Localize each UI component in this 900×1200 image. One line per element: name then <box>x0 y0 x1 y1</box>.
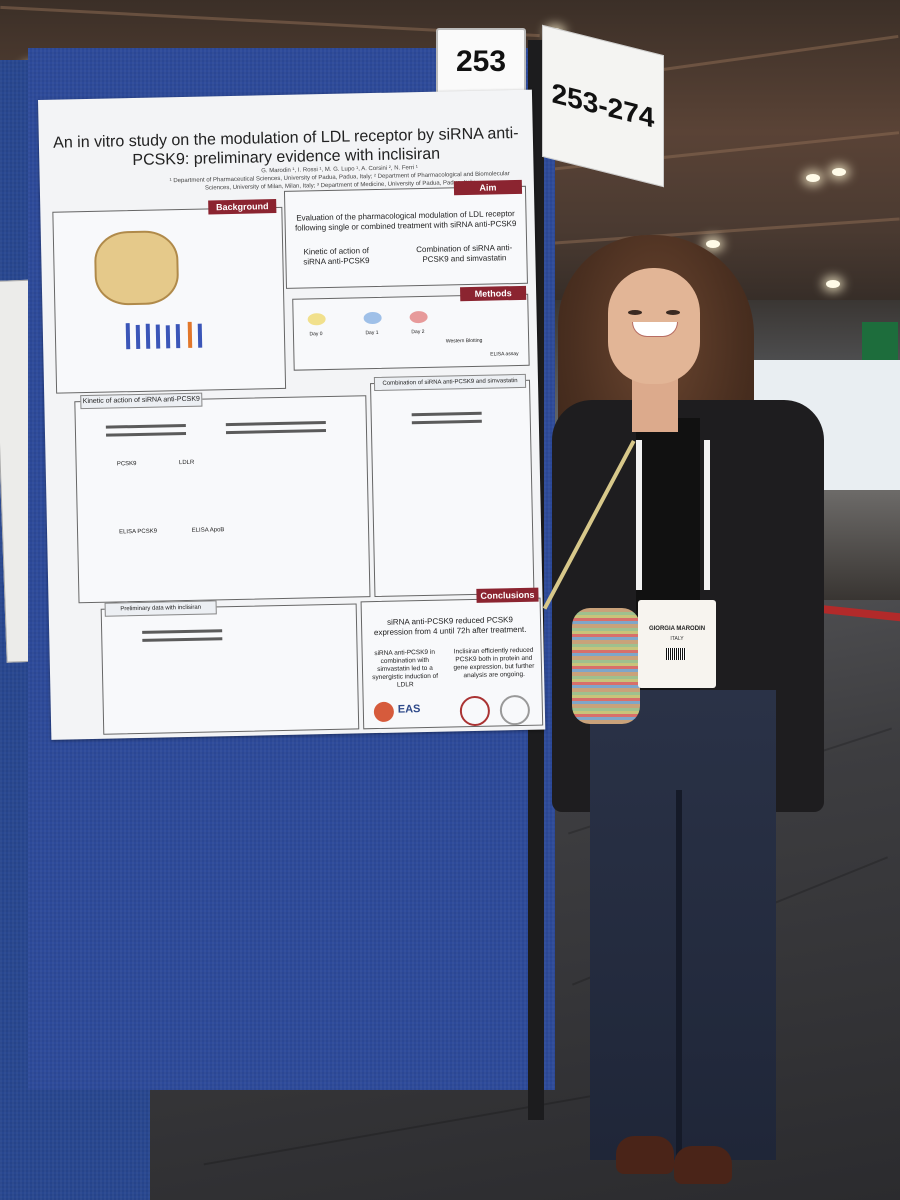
lanyard <box>636 440 710 590</box>
eas-logo-text: EAS <box>397 703 421 716</box>
kinetic-elisa-apob-label: ELISA ApoB <box>191 527 225 534</box>
second-seal <box>499 694 531 726</box>
method-day-1: Day 1 <box>365 329 379 337</box>
eas-logo-mark <box>373 701 395 723</box>
badge-barcode <box>666 648 686 660</box>
method-day-2: Day 2 <box>411 328 425 336</box>
exit-sign <box>862 322 898 360</box>
inclisiran-panel <box>100 603 360 735</box>
badge-country: ITALY <box>670 636 684 642</box>
crochet-bag <box>572 608 640 724</box>
right-shoe <box>674 1146 732 1184</box>
conclusions-panel: siRNA anti-PCSK9 reduced PCSK9 expressio… <box>360 597 544 730</box>
conclusion-1: siRNA anti-PCSK9 reduced PCSK9 expressio… <box>373 615 527 638</box>
kinetic-header: Kinetic of action of siRNA anti-PCSK9 <box>80 392 203 410</box>
method-day-0: Day 0 <box>309 331 323 338</box>
kinetic-panel: PCSK9 LDLR ELISA PCSK9 ELISA ApoB <box>74 395 371 604</box>
left-eye <box>628 310 642 315</box>
background-header: Background <box>208 199 277 215</box>
background-bar-chart <box>125 317 213 350</box>
badge-name: GIORGIA MARODIN <box>648 626 706 632</box>
aim-panel: Evaluation of the pharmacological modula… <box>283 185 528 289</box>
method-elisa: ELISA assay <box>490 350 519 358</box>
aim-header: Aim <box>453 179 523 196</box>
university-seal <box>459 695 491 727</box>
scientific-poster: An in vitro study on the modulation of L… <box>38 89 546 740</box>
inclisiran-header: Preliminary data with inclisiran <box>104 600 217 617</box>
kinetic-ldlr-label: LDLR <box>178 459 195 467</box>
methods-header: Methods <box>460 285 527 302</box>
conclusion-3: Inclisiran efficiently reduced PCSK9 bot… <box>453 646 535 680</box>
name-badge: GIORGIA MARODIN ITALY <box>638 600 716 688</box>
person-jeans <box>590 690 776 1160</box>
aim-text: Evaluation of the pharmacological modula… <box>294 209 517 233</box>
aim-right: Combination of siRNA anti-PCSK9 and simv… <box>416 243 513 264</box>
jeans-leg-gap <box>676 790 682 1160</box>
liver-cell-diagram <box>93 230 180 306</box>
right-eye <box>666 310 680 315</box>
kinetic-elisa-pcsk9-label: ELISA PCSK9 <box>118 528 158 536</box>
conclusion-2: siRNA anti-PCSK9 in combination with sim… <box>372 648 439 689</box>
background-panel <box>52 206 287 394</box>
aim-left: Kinetic of action of siRNA anti-PCSK9 <box>303 246 370 267</box>
board-number-sign: 253 <box>436 28 526 96</box>
kinetic-pcsk9-label: PCSK9 <box>116 461 137 468</box>
left-shoe <box>616 1136 674 1174</box>
conclusions-header: Conclusions <box>476 587 539 603</box>
method-western: Western Blotting <box>445 337 483 345</box>
combination-panel <box>370 379 535 598</box>
methods-panel: Day 0 Day 1 Day 2 Western Blotting ELISA… <box>292 293 530 371</box>
